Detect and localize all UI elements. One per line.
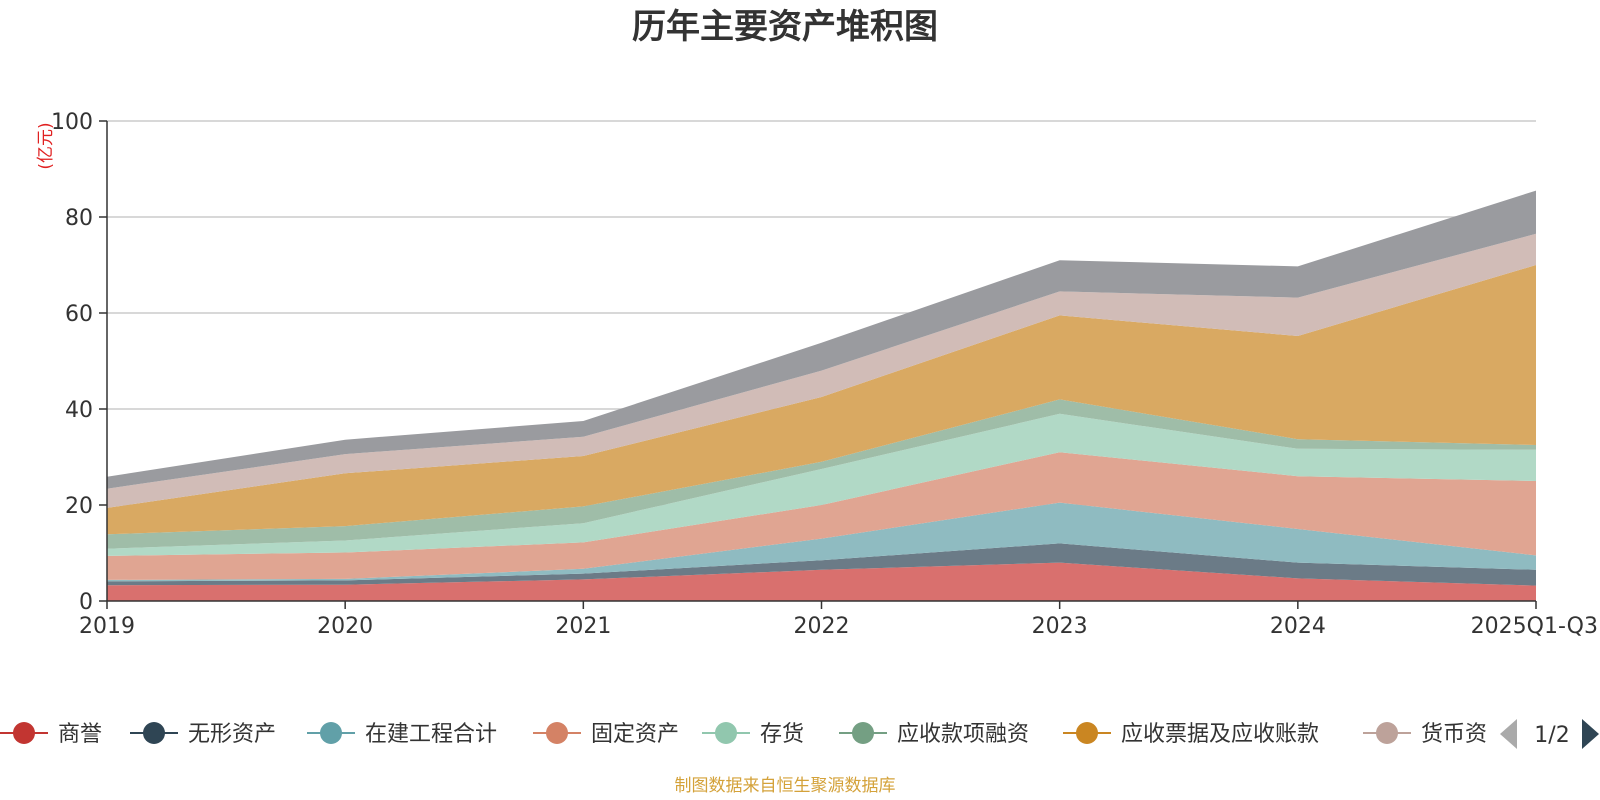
legend-marker-icon	[13, 722, 35, 744]
legend-item[interactable]: 商誉	[0, 722, 102, 747]
legend-marker-icon	[320, 722, 342, 744]
chart-title: 历年主要资产堆积图	[632, 7, 938, 47]
y-tick-label: 60	[65, 302, 93, 327]
legend-item[interactable]: 应收票据及应收账款	[1063, 722, 1319, 747]
legend-item[interactable]: 货币资	[1363, 722, 1487, 747]
y-tick-label: 100	[51, 110, 93, 135]
legend-label: 货币资	[1421, 722, 1487, 747]
next-page-icon[interactable]	[1582, 719, 1599, 749]
y-axis-unit-label: (亿元)	[36, 122, 56, 169]
legend-item[interactable]: 存货	[702, 722, 804, 747]
area-series-4	[107, 413, 1536, 556]
area-series-6	[107, 265, 1536, 535]
area-series-5	[107, 399, 1536, 549]
source-note: 制图数据来自恒生聚源数据库	[675, 776, 896, 796]
legend-marker-icon	[1076, 722, 1098, 744]
y-tick-label: 20	[65, 494, 93, 519]
legend-label: 无形资产	[188, 722, 276, 747]
stacked-areas	[107, 190, 1536, 601]
x-tick-label: 2025Q1-Q3	[1471, 614, 1598, 639]
area-series-1	[107, 543, 1536, 586]
area-series-7	[107, 233, 1536, 508]
axes: 0 20 40 60 80 100 2019 2020 2021 2022 2023 2024 2025…	[51, 110, 1598, 639]
legend-marker-icon	[715, 722, 737, 744]
area-series-0	[107, 562, 1536, 601]
prev-page-icon[interactable]	[1500, 719, 1517, 749]
area-series-3	[107, 452, 1536, 580]
y-tick-label: 80	[65, 206, 93, 231]
x-tick-label: 2019	[79, 614, 135, 639]
area-series-8	[107, 190, 1536, 489]
legend-label: 商誉	[58, 722, 102, 747]
legend-page-indicator: 1/2	[1534, 723, 1569, 748]
legend-label: 在建工程合计	[365, 722, 497, 747]
legend-item[interactable]: 应收款项融资	[839, 722, 1029, 747]
x-tick-label: 2021	[555, 614, 611, 639]
x-tick-label: 2020	[317, 614, 373, 639]
legend-marker-icon	[1376, 722, 1398, 744]
legend-label: 固定资产	[591, 722, 679, 747]
legend: 商誉 无形资产 在建工程合计 固定资产 存货 应收款项融资 应收票据及应收账款 货币资 1/2	[0, 710, 1600, 760]
legend-item[interactable]: 无形资产	[130, 722, 276, 747]
y-tick-label: 40	[65, 398, 93, 423]
area-series-2	[107, 502, 1536, 582]
x-tick-label: 2023	[1032, 614, 1088, 639]
legend-label: 应收票据及应收账款	[1121, 722, 1319, 747]
legend-item[interactable]: 在建工程合计	[307, 722, 497, 747]
y-tick-label: 0	[79, 590, 93, 615]
x-tick-label: 2024	[1270, 614, 1326, 639]
legend-marker-icon	[546, 722, 568, 744]
legend-item[interactable]: 固定资产	[533, 722, 679, 747]
legend-label: 应收款项融资	[897, 722, 1029, 747]
legend-label: 存货	[760, 722, 804, 747]
x-tick-label: 2022	[794, 614, 850, 639]
legend-marker-icon	[143, 722, 165, 744]
legend-marker-icon	[852, 722, 874, 744]
